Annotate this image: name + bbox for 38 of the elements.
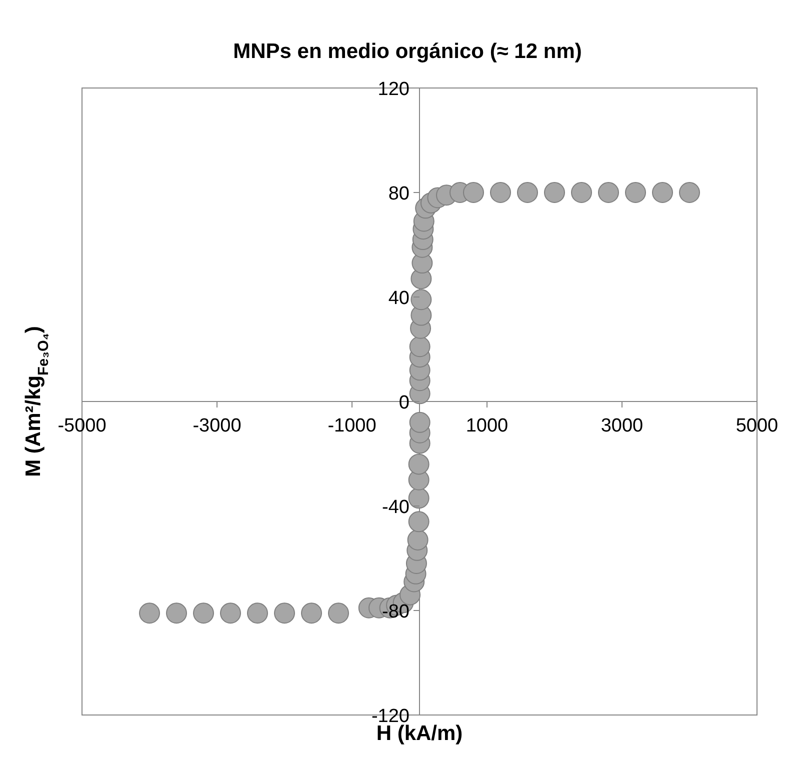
point [408,488,430,509]
point [652,182,673,203]
y-tick-label: 40 [388,288,410,309]
point [598,182,619,203]
point [274,602,295,624]
point [408,454,430,475]
point [408,511,430,532]
point [301,602,322,624]
y-tick-label: 80 [388,184,410,204]
y-tick-label: -80 [382,602,410,622]
point [463,182,484,203]
point [410,289,432,310]
point [409,412,430,433]
point [166,602,187,624]
chart-title: MNPs en medio orgánico (≈ 12 nm) [233,40,582,63]
x-tick-label: -1000 [328,416,376,436]
x-tick-label: -5000 [58,416,106,436]
y-tick-label: 0 [398,392,410,414]
point [247,602,268,624]
point [679,182,700,203]
point [517,182,538,203]
point [571,182,592,203]
point [328,602,349,624]
x-tick-label: 1000 [466,416,508,436]
x-axis-title: H (kA/m) [376,722,463,745]
y-tick-label: -40 [382,497,410,518]
y-tick-label: 120 [378,79,410,100]
x-tick-label: 5000 [736,416,778,436]
point [490,182,511,203]
point [139,602,160,624]
x-tick-label: 3000 [600,416,644,436]
point [625,182,646,203]
point [544,182,565,203]
point [220,602,241,624]
point [409,336,430,358]
point [407,529,428,550]
point [193,602,214,624]
x-tick-label: -3000 [192,416,242,436]
